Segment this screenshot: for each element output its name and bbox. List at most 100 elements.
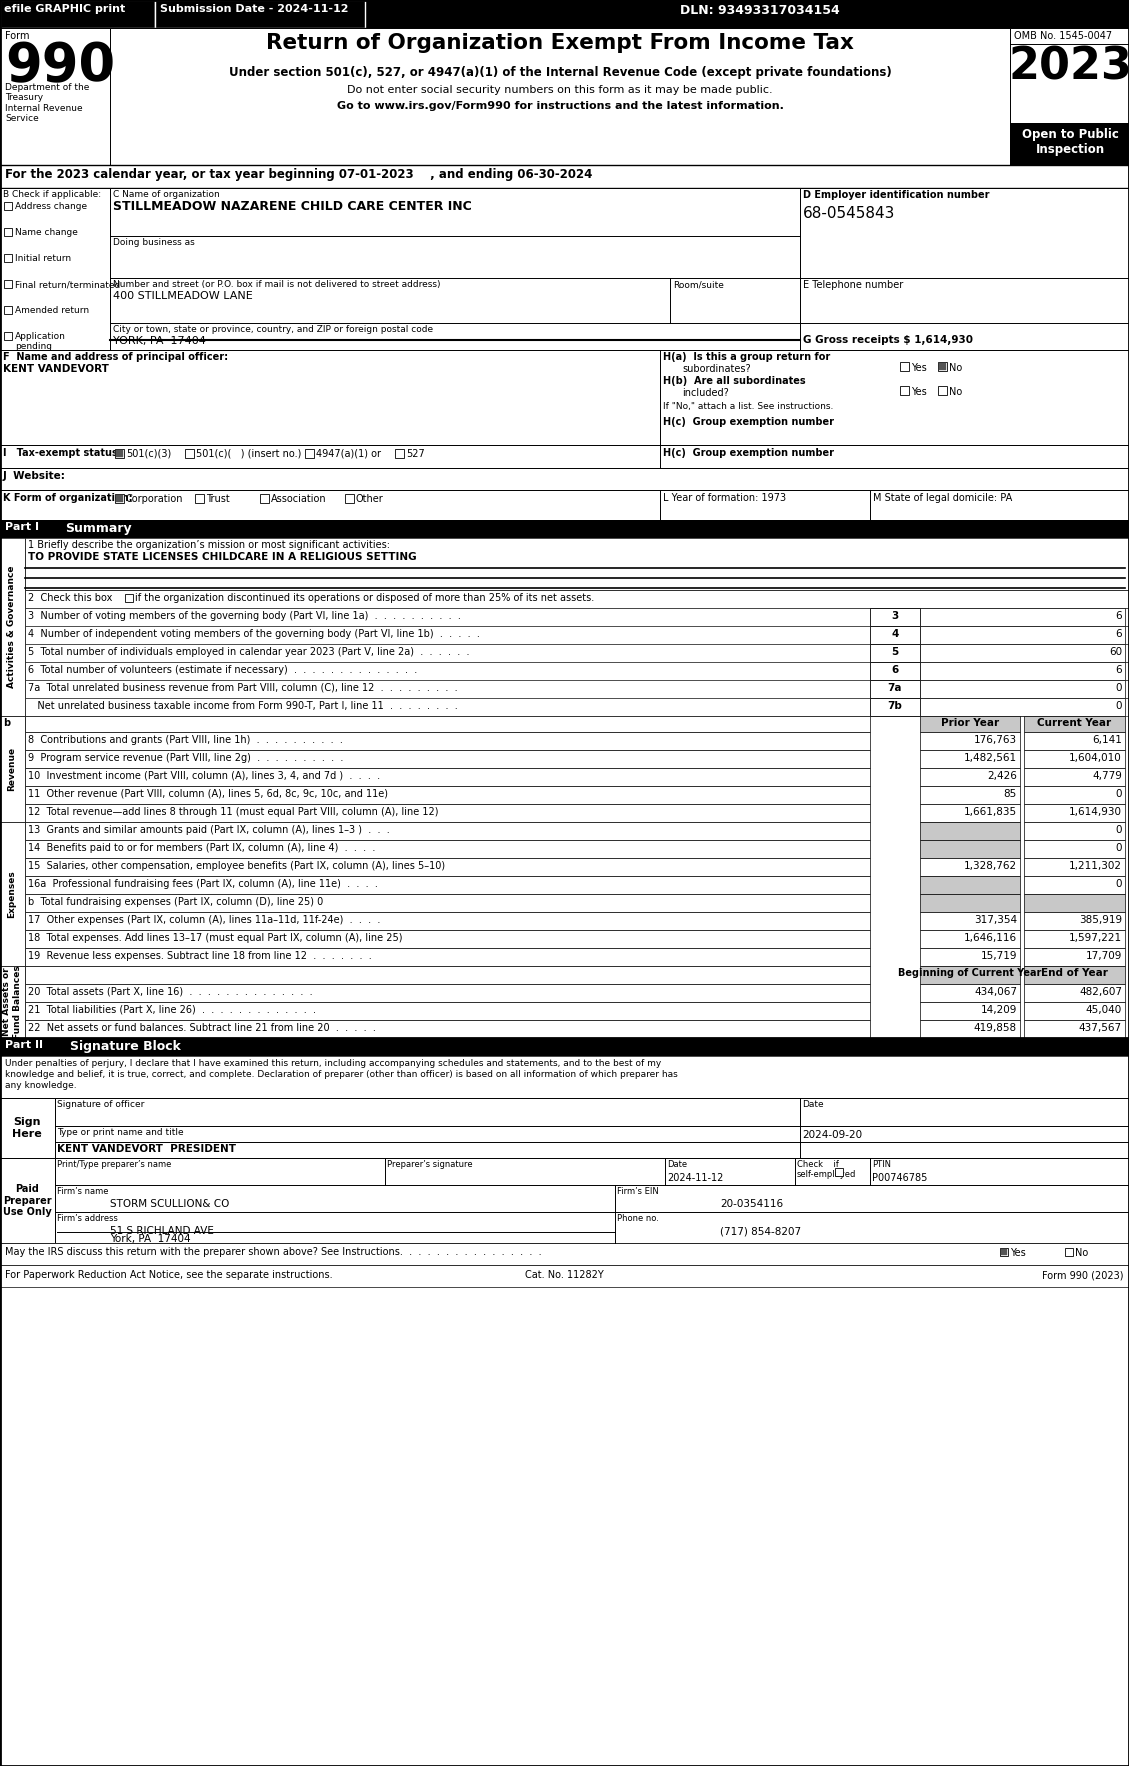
Bar [116,494,123,502]
Bar [1024,858,1124,876]
Text: 1,614,930: 1,614,930 [1069,807,1122,818]
Text: 400 STILLMEADOW LANE: 400 STILLMEADOW LANE [113,291,253,300]
Text: Go to www.irs.gov/Form990 for instructions and the latest information.: Go to www.irs.gov/Form990 for instructio… [336,101,784,111]
Bar [0,350,1129,445]
Text: 6: 6 [892,666,899,675]
Text: knowledge and belief, it is true, correct, and complete. Declaration of preparer: knowledge and belief, it is true, correc… [5,1070,677,1079]
Bar [195,494,204,503]
Bar [920,966,1019,984]
Bar [870,625,920,645]
Text: 2024-09-20: 2024-09-20 [802,1130,863,1141]
Bar [0,966,25,1038]
Bar [25,768,870,786]
Text: STILLMEADOW NAZARENE CHILD CARE CENTER INC: STILLMEADOW NAZARENE CHILD CARE CENTER I… [113,200,472,214]
Bar [920,698,1124,715]
Text: Yes: Yes [911,387,927,397]
Text: City or town, state or province, country, and ZIP or foreign postal code: City or town, state or province, country… [113,325,434,334]
Bar [920,876,1019,894]
Text: 1,211,302: 1,211,302 [1069,862,1122,871]
Bar [0,445,1129,468]
Text: 1,328,762: 1,328,762 [964,862,1017,871]
Text: 1,597,221: 1,597,221 [1069,932,1122,943]
Text: Part II: Part II [5,1040,43,1051]
Text: 51 S RICHLAND AVE: 51 S RICHLAND AVE [110,1226,213,1236]
Text: Final return/terminated: Final return/terminated [15,281,121,290]
Text: 3: 3 [892,611,899,622]
Text: KENT VANDEVORT: KENT VANDEVORT [3,364,108,374]
Bar [25,804,870,821]
Text: Yes: Yes [911,364,927,373]
Bar [800,187,1129,350]
Bar [25,731,870,751]
Text: DLN: 93493317034154: DLN: 93493317034154 [680,4,840,18]
Text: 990: 990 [5,41,115,92]
Bar [1024,715,1124,731]
Text: 2,426: 2,426 [987,772,1017,781]
Bar [55,1158,1129,1243]
Bar [939,364,946,371]
Text: Print/Type preparer’s name: Print/Type preparer’s name [56,1160,172,1169]
Bar [25,1001,870,1021]
Text: TO PROVIDE STATE LICENSES CHILDCARE IN A RELIGIOUS SETTING: TO PROVIDE STATE LICENSES CHILDCARE IN A… [28,553,417,562]
Bar [0,715,25,821]
Text: Signature of officer: Signature of officer [56,1100,145,1109]
Text: Paid
Preparer
Use Only: Paid Preparer Use Only [2,1183,52,1217]
Text: End of Year: End of Year [1041,968,1108,978]
Bar [25,680,1129,698]
Text: Firm’s name: Firm’s name [56,1187,108,1196]
Text: B Check if applicable:: B Check if applicable: [3,191,102,200]
Text: Firm’s EIN: Firm’s EIN [618,1187,658,1196]
Text: 7b: 7b [887,701,902,712]
Text: 17,709: 17,709 [1086,952,1122,961]
Text: Type or print name and title: Type or print name and title [56,1128,184,1137]
Bar [25,539,1129,590]
Bar [115,494,124,503]
Text: If "No," attach a list. See instructions.: If "No," attach a list. See instructions… [663,403,833,411]
Text: For the 2023 calendar year, or tax year beginning 07-01-2023    , and ending 06-: For the 2023 calendar year, or tax year … [5,168,593,180]
Bar [1024,894,1124,911]
Text: Phone no.: Phone no. [618,1213,659,1224]
Bar [25,966,870,984]
Bar [0,0,155,28]
Bar [920,911,1019,931]
Text: Date: Date [802,1100,824,1109]
Bar [25,715,870,731]
Text: 6: 6 [1115,666,1122,675]
Text: 15,719: 15,719 [980,952,1017,961]
Bar [1024,731,1124,751]
Text: Return of Organization Exempt From Income Tax: Return of Organization Exempt From Incom… [266,34,854,53]
Bar [1024,841,1124,858]
Bar [345,494,355,503]
Bar [5,254,12,261]
Bar [25,858,870,876]
Bar [1024,876,1124,894]
Text: Sign
Here: Sign Here [12,1118,42,1139]
Text: Prior Year: Prior Year [940,719,999,728]
Bar [0,0,1129,28]
Text: H(c)  Group exemption number: H(c) Group exemption number [663,449,834,457]
Text: H(b)  Are all subordinates: H(b) Are all subordinates [663,376,806,387]
Text: 2024-11-12: 2024-11-12 [667,1173,724,1183]
Bar [835,1167,843,1176]
Text: STORM SCULLION& CO: STORM SCULLION& CO [110,1199,229,1210]
Bar [920,1001,1019,1021]
Bar [25,625,1129,645]
Text: I   Tax-exempt status:: I Tax-exempt status: [3,449,122,457]
Text: Association: Association [271,494,326,503]
Bar [1010,124,1129,192]
Bar [920,984,1019,1001]
Text: Other: Other [356,494,384,503]
Text: 10  Investment income (Part VIII, column (A), lines 3, 4, and 7d )  .  .  .  .: 10 Investment income (Part VIII, column … [28,772,380,781]
Text: Amended return: Amended return [15,306,89,314]
Bar [1024,1021,1124,1038]
Text: Activities & Governance: Activities & Governance [8,565,17,689]
Bar [920,804,1019,821]
Text: 1,661,835: 1,661,835 [964,807,1017,818]
Text: Date: Date [667,1160,688,1169]
Text: Application
pending: Application pending [15,332,65,351]
Text: J  Website:: J Website: [3,472,65,480]
Text: Signature Block: Signature Block [70,1040,181,1053]
Text: 0: 0 [1115,825,1122,835]
Text: 20  Total assets (Part X, line 16)  .  .  .  .  .  .  .  .  .  .  .  .  .  .: 20 Total assets (Part X, line 16) . . . … [28,987,313,998]
Bar [920,645,1124,662]
